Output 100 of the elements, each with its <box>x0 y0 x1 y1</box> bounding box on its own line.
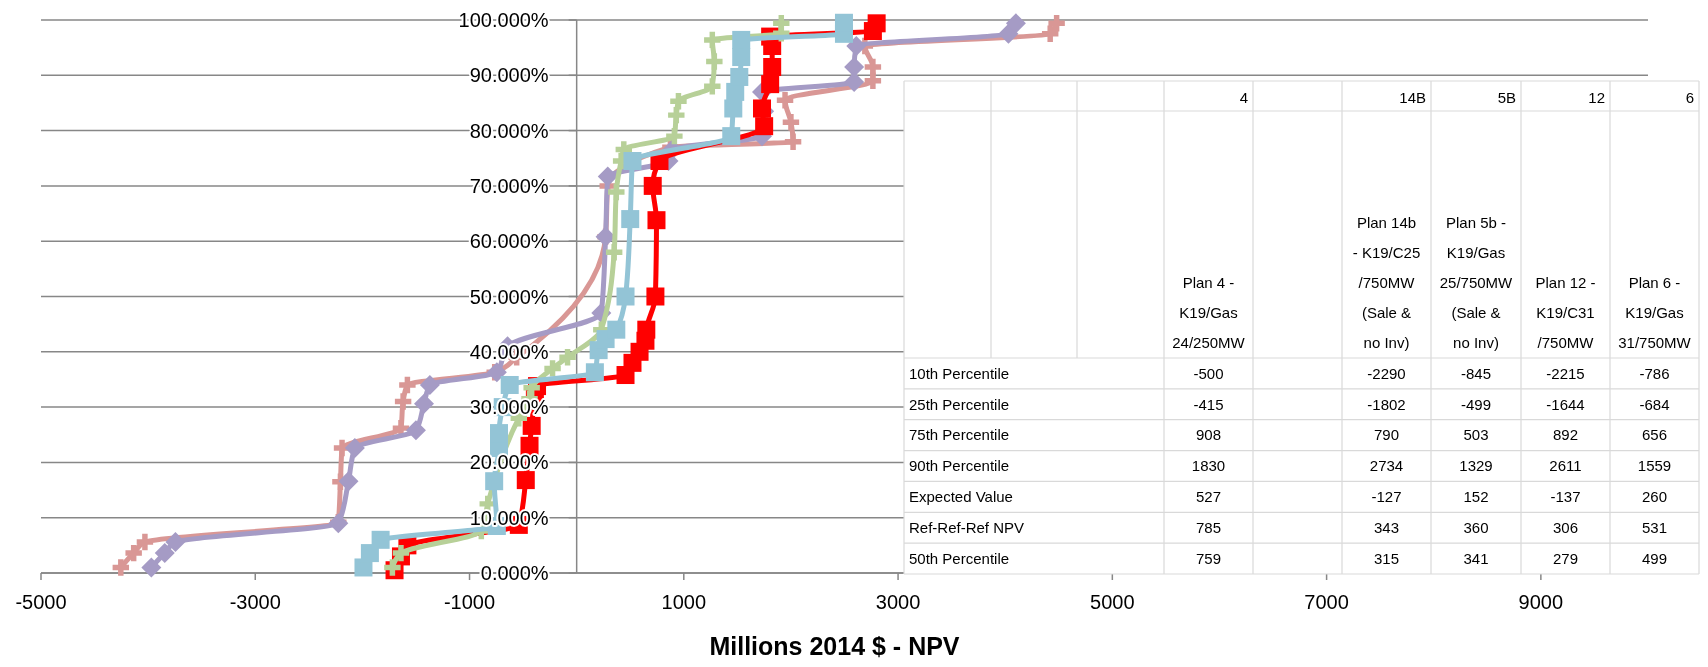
point <box>394 393 412 410</box>
point <box>1005 13 1026 34</box>
point <box>761 75 780 94</box>
point <box>112 559 130 576</box>
point <box>154 543 175 564</box>
annotation: 306 <box>1552 518 1579 536</box>
annotation: 2734 <box>1369 457 1404 475</box>
x-tick-label: 7000 <box>1304 591 1349 613</box>
point <box>844 57 865 77</box>
x-tick-label: -3000 <box>229 591 281 613</box>
annotation: -1802 <box>1367 395 1406 413</box>
point <box>643 176 662 195</box>
point <box>637 320 656 339</box>
point <box>516 471 535 490</box>
point <box>392 544 410 562</box>
y-tick-label: 80.000% <box>469 119 549 142</box>
point <box>1048 15 1065 32</box>
point <box>136 533 154 551</box>
point <box>782 114 800 131</box>
point <box>414 393 434 414</box>
x-tick-label: -5000 <box>15 591 67 613</box>
point <box>1041 25 1059 43</box>
annotation: 315 <box>1373 549 1400 567</box>
point <box>763 58 782 77</box>
annotation: 790 <box>1373 426 1400 444</box>
point <box>405 420 426 441</box>
point <box>730 67 749 86</box>
annotation: 341 <box>1463 549 1489 567</box>
annotation: 90th Percentile <box>909 457 1010 475</box>
x-axis-title: Millions 2014 $ - NPV <box>709 632 960 660</box>
annotation: 360 <box>1463 518 1489 536</box>
annotation: 279 <box>1552 549 1579 567</box>
annotation: -500 <box>1193 364 1224 382</box>
point <box>724 99 743 118</box>
point <box>621 210 640 229</box>
annotation: 12 <box>1588 89 1605 106</box>
annotation: 152 <box>1463 488 1489 506</box>
point <box>704 31 721 49</box>
point <box>605 244 623 261</box>
x-tick-label: 1000 <box>661 591 707 613</box>
annotation: -499 <box>1460 395 1492 413</box>
annotation: -415 <box>1193 395 1224 413</box>
point <box>864 58 882 76</box>
y-tick-label: 90.000% <box>469 64 549 87</box>
point <box>773 15 790 32</box>
annotation: 1329 <box>1459 457 1493 475</box>
point <box>384 559 401 576</box>
point <box>141 557 162 578</box>
point <box>520 436 539 455</box>
y-tick-label: 70.000% <box>469 174 549 197</box>
point <box>722 127 741 146</box>
point <box>338 471 359 492</box>
point <box>998 23 1019 44</box>
point <box>597 166 618 187</box>
point <box>371 530 390 549</box>
annotation: 503 <box>1463 426 1489 444</box>
annotation: 2611 <box>1549 457 1582 475</box>
annotation: 260 <box>1641 488 1668 506</box>
annotation: -2215 <box>1546 364 1585 382</box>
y-tick-label: 0.000% <box>480 562 549 584</box>
annotation: Ref-Ref-Ref NPV <box>909 518 1025 536</box>
point <box>585 363 604 382</box>
point <box>834 13 853 32</box>
annotation: 759 <box>1195 549 1222 567</box>
point <box>165 532 186 553</box>
point <box>704 78 721 95</box>
point <box>670 93 687 110</box>
x-tick-label: -1000 <box>443 591 496 613</box>
y-tick-label: 100.000% <box>458 9 549 31</box>
point <box>706 53 723 70</box>
annotation: 10th Percentile <box>909 364 1010 382</box>
annotation: Plan 14b - K19/C25/750MW (Sale & no Inv) <box>1352 214 1421 351</box>
point <box>607 320 626 339</box>
point <box>647 211 666 230</box>
annotation: -127 <box>1371 488 1402 506</box>
text: 6 <box>1685 89 1694 106</box>
annotation: 1830 <box>1191 457 1226 475</box>
annotation: 527 <box>1195 488 1222 506</box>
point <box>344 438 365 459</box>
point <box>125 544 142 562</box>
point <box>616 287 635 306</box>
point <box>419 374 440 395</box>
point <box>668 106 685 124</box>
point <box>755 117 774 136</box>
annotation: -2290 <box>1367 364 1406 382</box>
annotation: -137 <box>1550 488 1581 506</box>
annotation: 75th Percentile <box>909 426 1010 444</box>
annotation: 5B <box>1497 89 1516 106</box>
point <box>867 14 886 33</box>
point <box>485 472 504 491</box>
annotation: 892 <box>1552 426 1579 444</box>
point <box>732 48 751 67</box>
x-tick-label: 5000 <box>1090 591 1135 613</box>
annotation: -786 <box>1639 364 1670 382</box>
point <box>623 152 642 171</box>
annotation: Plan 6 - K19/Gas 31/750MW <box>1618 274 1692 351</box>
annotation: Plan 4 - K19/Gas 24/250MW <box>1172 274 1246 351</box>
point <box>608 183 625 201</box>
annotation: 14B <box>1399 89 1426 106</box>
annotation: 343 <box>1373 518 1400 536</box>
